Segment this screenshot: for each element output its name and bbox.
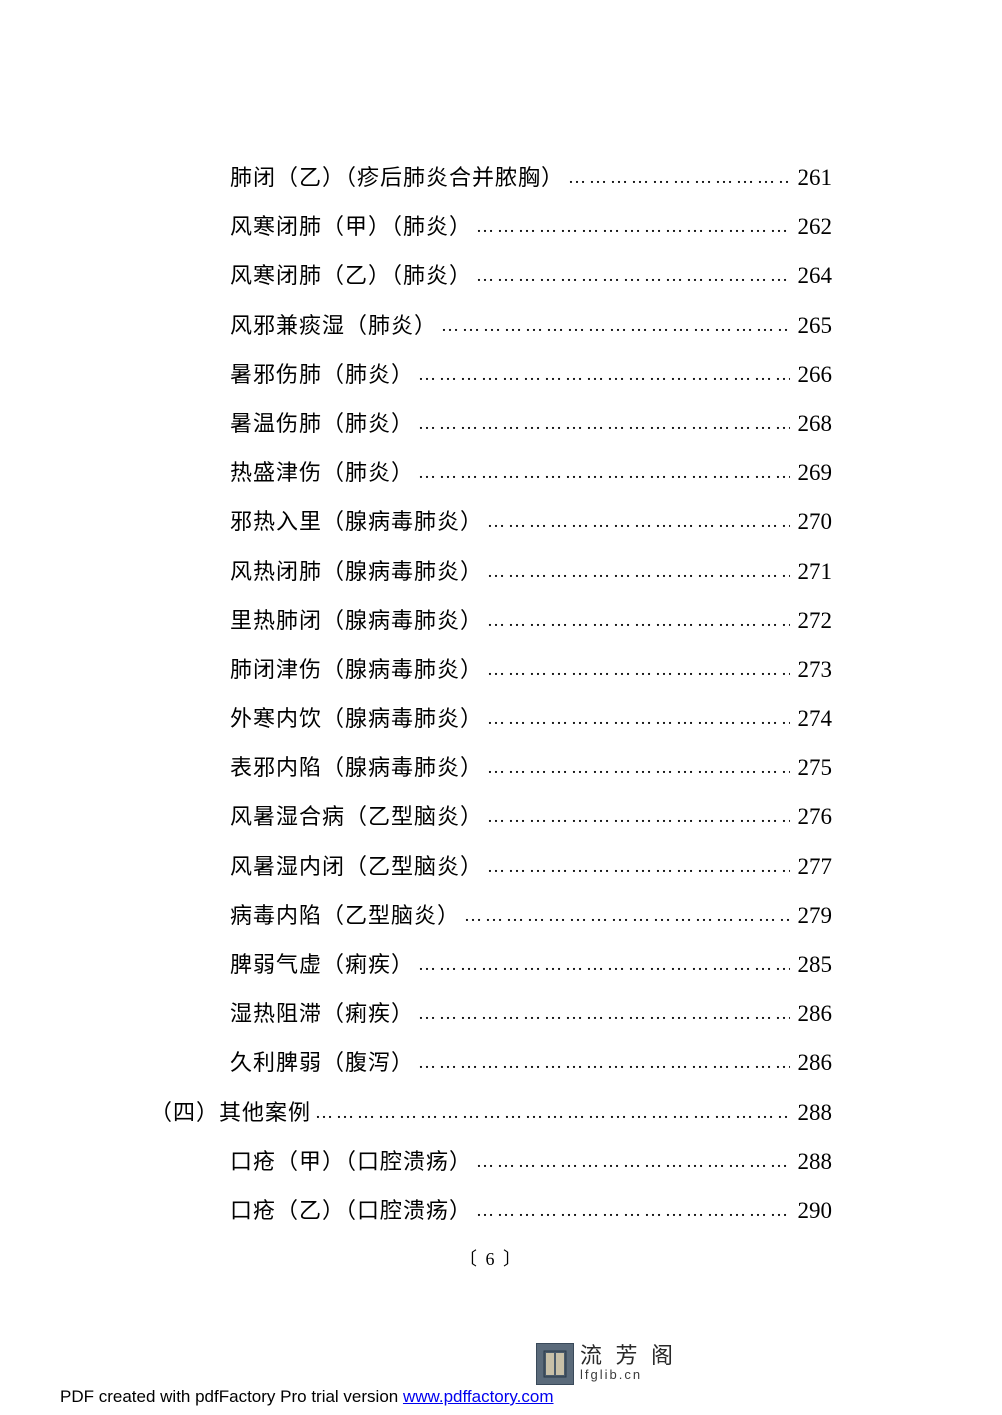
toc-title: 口疮（甲）（口腔溃疡） xyxy=(230,1147,472,1178)
toc-entry: 口疮（乙）（口腔溃疡）……………………………………………………………………290 xyxy=(150,1195,832,1227)
toc-leader-dots: …………………………………………………………………… xyxy=(483,804,790,829)
watermark-text: 流 芳 阁 lfglib.cn xyxy=(580,1345,677,1383)
toc-leader-dots: …………………………………………………………………… xyxy=(483,559,790,584)
toc-entry: 久利脾弱（腹泻）……………………………………………………………………286 xyxy=(150,1047,832,1079)
table-of-contents: 肺闭（乙）（疹后肺炎合并脓胸）…………………………………………………………………… xyxy=(150,162,832,1227)
toc-title: （四）其他案例 xyxy=(150,1098,311,1129)
toc-leader-dots: …………………………………………………………………… xyxy=(564,165,790,190)
toc-page-number: 261 xyxy=(790,162,832,194)
toc-leader-dots: …………………………………………………………………… xyxy=(437,313,790,338)
toc-page-number: 273 xyxy=(790,654,832,686)
toc-leader-dots: …………………………………………………………………… xyxy=(483,657,790,682)
page-content: 肺闭（乙）（疹后肺炎合并脓胸）…………………………………………………………………… xyxy=(0,0,1002,1271)
toc-entry: 肺闭（乙）（疹后肺炎合并脓胸）…………………………………………………………………… xyxy=(150,162,832,194)
toc-leader-dots: …………………………………………………………………… xyxy=(414,411,790,436)
toc-leader-dots: …………………………………………………………………… xyxy=(414,362,790,387)
pdf-credit-label: PDF created with pdfFactory Pro trial ve… xyxy=(60,1387,403,1406)
toc-page-number: 286 xyxy=(790,998,832,1030)
toc-title: 外寒内饮（腺病毒肺炎） xyxy=(230,704,483,735)
toc-title: 风热闭肺（腺病毒肺炎） xyxy=(230,557,483,588)
toc-leader-dots: …………………………………………………………………… xyxy=(483,509,790,534)
toc-entry: 风热闭肺（腺病毒肺炎）……………………………………………………………………271 xyxy=(150,556,832,588)
toc-page-number: 276 xyxy=(790,801,832,833)
toc-title: 风寒闭肺（乙）（肺炎） xyxy=(230,261,472,292)
toc-title: 久利脾弱（腹泻） xyxy=(230,1048,414,1079)
toc-leader-dots: …………………………………………………………………… xyxy=(460,903,790,928)
toc-title: 病毒内陷（乙型脑炎） xyxy=(230,901,460,932)
toc-page-number: 285 xyxy=(790,949,832,981)
toc-leader-dots: …………………………………………………………………… xyxy=(483,706,790,731)
toc-entry: 风暑湿内闭（乙型脑炎）……………………………………………………………………277 xyxy=(150,851,832,883)
toc-entry: 表邪内陷（腺病毒肺炎）……………………………………………………………………275 xyxy=(150,752,832,784)
toc-leader-dots: …………………………………………………………………… xyxy=(472,214,790,239)
toc-leader-dots: …………………………………………………………………… xyxy=(483,608,790,633)
toc-page-number: 272 xyxy=(790,605,832,637)
toc-page-number: 290 xyxy=(790,1195,832,1227)
toc-entry: 暑温伤肺（肺炎）……………………………………………………………………268 xyxy=(150,408,832,440)
toc-title: 风暑湿合病（乙型脑炎） xyxy=(230,802,483,833)
toc-page-number: 268 xyxy=(790,408,832,440)
toc-page-number: 277 xyxy=(790,851,832,883)
toc-title: 风寒闭肺（甲）（肺炎） xyxy=(230,212,472,243)
toc-entry: 风暑湿合病（乙型脑炎）……………………………………………………………………276 xyxy=(150,801,832,833)
toc-entry: 风邪兼痰湿（肺炎）……………………………………………………………………265 xyxy=(150,310,832,342)
toc-title: 暑邪伤肺（肺炎） xyxy=(230,360,414,391)
toc-title: 里热肺闭（腺病毒肺炎） xyxy=(230,606,483,637)
toc-entry: 热盛津伤（肺炎）……………………………………………………………………269 xyxy=(150,457,832,489)
toc-entry: 病毒内陷（乙型脑炎）……………………………………………………………………279 xyxy=(150,900,832,932)
toc-page-number: 269 xyxy=(790,457,832,489)
toc-entry: 脾弱气虚（痢疾）……………………………………………………………………285 xyxy=(150,949,832,981)
toc-entry: 邪热入里（腺病毒肺炎）……………………………………………………………………270 xyxy=(150,506,832,538)
page-number-footer: 〔 6 〕 xyxy=(150,1245,832,1271)
toc-title: 肺闭（乙）（疹后肺炎合并脓胸） xyxy=(230,163,564,194)
toc-entry: 湿热阻滞（痢疾）……………………………………………………………………286 xyxy=(150,998,832,1030)
toc-leader-dots: …………………………………………………………………… xyxy=(414,460,790,485)
toc-title: 风邪兼痰湿（肺炎） xyxy=(230,311,437,342)
toc-leader-dots: …………………………………………………………………… xyxy=(414,1001,790,1026)
toc-page-number: 286 xyxy=(790,1047,832,1079)
toc-page-number: 270 xyxy=(790,506,832,538)
toc-title: 肺闭津伤（腺病毒肺炎） xyxy=(230,655,483,686)
toc-page-number: 288 xyxy=(790,1097,832,1129)
toc-entry: 里热肺闭（腺病毒肺炎）……………………………………………………………………272 xyxy=(150,605,832,637)
toc-entry: 风寒闭肺（乙）（肺炎）……………………………………………………………………264 xyxy=(150,260,832,292)
watermark-url-label: lfglib.cn xyxy=(580,1367,677,1383)
toc-page-number: 271 xyxy=(790,556,832,588)
toc-page-number: 262 xyxy=(790,211,832,243)
toc-entry: 风寒闭肺（甲）（肺炎）……………………………………………………………………262 xyxy=(150,211,832,243)
toc-leader-dots: …………………………………………………………………… xyxy=(311,1100,790,1125)
book-icon xyxy=(536,1343,574,1385)
toc-page-number: 279 xyxy=(790,900,832,932)
toc-leader-dots: …………………………………………………………………… xyxy=(472,263,790,288)
watermark-cn-label: 流 芳 阁 xyxy=(580,1345,677,1367)
toc-title: 热盛津伤（肺炎） xyxy=(230,458,414,489)
toc-title: 邪热入里（腺病毒肺炎） xyxy=(230,507,483,538)
toc-page-number: 265 xyxy=(790,310,832,342)
toc-title: 脾弱气虚（痢疾） xyxy=(230,950,414,981)
toc-leader-dots: …………………………………………………………………… xyxy=(414,1050,790,1075)
toc-title: 暑温伤肺（肺炎） xyxy=(230,409,414,440)
toc-leader-dots: …………………………………………………………………… xyxy=(483,755,790,780)
pdf-factory-link[interactable]: www.pdffactory.com xyxy=(403,1387,554,1406)
toc-page-number: 266 xyxy=(790,359,832,391)
toc-entry: 暑邪伤肺（肺炎）……………………………………………………………………266 xyxy=(150,359,832,391)
toc-entry: （四）其他案例……………………………………………………………………288 xyxy=(150,1097,832,1129)
toc-leader-dots: …………………………………………………………………… xyxy=(472,1198,790,1223)
toc-page-number: 264 xyxy=(790,260,832,292)
toc-leader-dots: …………………………………………………………………… xyxy=(414,952,790,977)
toc-page-number: 288 xyxy=(790,1146,832,1178)
toc-title: 表邪内陷（腺病毒肺炎） xyxy=(230,753,483,784)
toc-entry: 口疮（甲）（口腔溃疡）……………………………………………………………………288 xyxy=(150,1146,832,1178)
toc-title: 风暑湿内闭（乙型脑炎） xyxy=(230,852,483,883)
watermark-logo: 流 芳 阁 lfglib.cn xyxy=(536,1343,677,1385)
toc-entry: 肺闭津伤（腺病毒肺炎）……………………………………………………………………273 xyxy=(150,654,832,686)
toc-leader-dots: …………………………………………………………………… xyxy=(472,1149,790,1174)
toc-title: 湿热阻滞（痢疾） xyxy=(230,999,414,1030)
toc-title: 口疮（乙）（口腔溃疡） xyxy=(230,1196,472,1227)
toc-leader-dots: …………………………………………………………………… xyxy=(483,854,790,879)
toc-page-number: 274 xyxy=(790,703,832,735)
toc-page-number: 275 xyxy=(790,752,832,784)
toc-entry: 外寒内饮（腺病毒肺炎）……………………………………………………………………274 xyxy=(150,703,832,735)
pdf-credit-text: PDF created with pdfFactory Pro trial ve… xyxy=(60,1387,554,1407)
